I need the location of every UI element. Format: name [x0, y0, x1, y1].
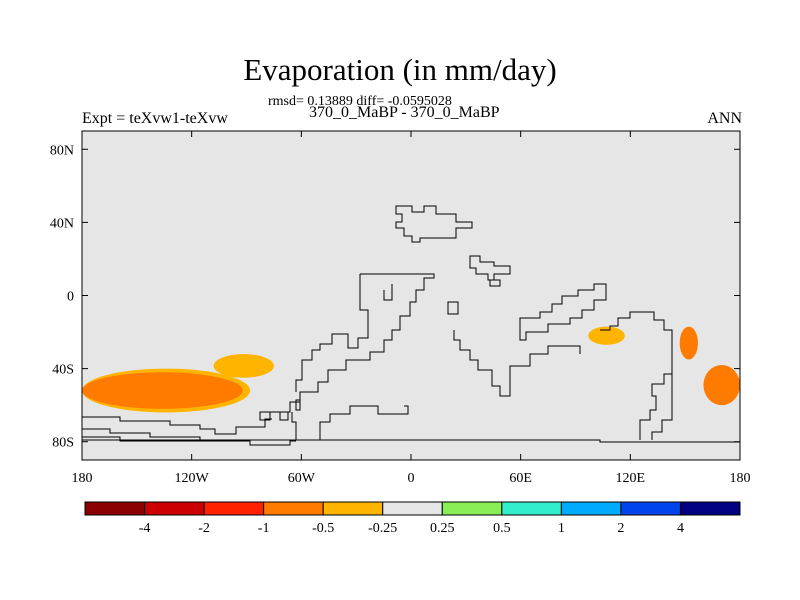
coastline-america: [259, 273, 435, 441]
anomaly-region: [82, 372, 243, 409]
colorbar-swatch: [84, 501, 146, 516]
x-tick-label: 180: [730, 471, 751, 486]
coastlines: [82, 205, 740, 446]
colorbar-swatch: [620, 501, 681, 516]
plot-title: Evaporation (in mm/day): [243, 52, 557, 87]
colorbar: -4 -2 -1 -0.5 -0.25 0.25 0.5 1 2 4: [84, 501, 741, 536]
x-axis: 180 120W 60W 0 60E 120E 180: [72, 131, 751, 486]
x-tick-label: 60E: [509, 471, 532, 486]
anomaly-region: [588, 326, 625, 345]
colorbar-label: -2: [198, 521, 210, 536]
colorbar-swatch: [382, 501, 443, 516]
y-axis: 80N 40N 0 40S 80S: [50, 143, 740, 451]
anomaly-region: [679, 326, 698, 360]
anomaly-region: [703, 364, 740, 406]
x-tick-label: 60W: [288, 471, 316, 486]
anomaly-contours: [82, 326, 740, 413]
x-tick-label: 120E: [616, 471, 646, 486]
colorbar-swatch: [263, 501, 324, 516]
colorbar-swatch: [441, 501, 503, 516]
y-tick-label: 40N: [50, 216, 74, 231]
colorbar-label: -0.25: [368, 521, 397, 536]
y-tick-label: 0: [67, 290, 74, 305]
colorbar-label: -0.5: [312, 521, 334, 536]
experiment-label: Expt = teXvw1-teXvw: [82, 110, 228, 127]
y-tick-label: 80S: [52, 436, 74, 451]
colorbar-label: -4: [139, 521, 151, 536]
y-tick-label: 40S: [52, 363, 74, 378]
colorbar-swatch: [203, 501, 265, 516]
colorbar-swatch: [501, 501, 562, 516]
colorbar-swatch: [560, 501, 622, 516]
colorbar-swatch: [144, 501, 205, 516]
colorbar-label: 0.25: [430, 521, 455, 536]
colorbar-label: 2: [617, 521, 624, 536]
colorbar-swatch: [322, 501, 384, 516]
y-tick-label: 80N: [50, 143, 74, 158]
coastline-southern-ocean: [82, 416, 296, 446]
coastline-asia: [469, 255, 673, 440]
x-tick-label: 0: [408, 471, 415, 486]
runs-label: 370_0_MaBP - 370_0_MaBP: [309, 104, 500, 121]
colorbar-label: -1: [258, 521, 270, 536]
colorbar-label: 0.5: [493, 521, 511, 536]
coastline-africa: [395, 205, 581, 397]
anomaly-region: [213, 353, 274, 378]
coastline-antarctica: [82, 439, 740, 443]
colorbar-label: 1: [558, 521, 565, 536]
stats-label: rmsd= 0.13889 diff= -0.0595028: [268, 94, 452, 109]
season-label: ANN: [707, 110, 742, 127]
colorbar-swatch: [679, 501, 741, 516]
x-tick-label: 120W: [175, 471, 210, 486]
x-tick-label: 180: [72, 471, 93, 486]
colorbar-label: 4: [677, 521, 684, 536]
